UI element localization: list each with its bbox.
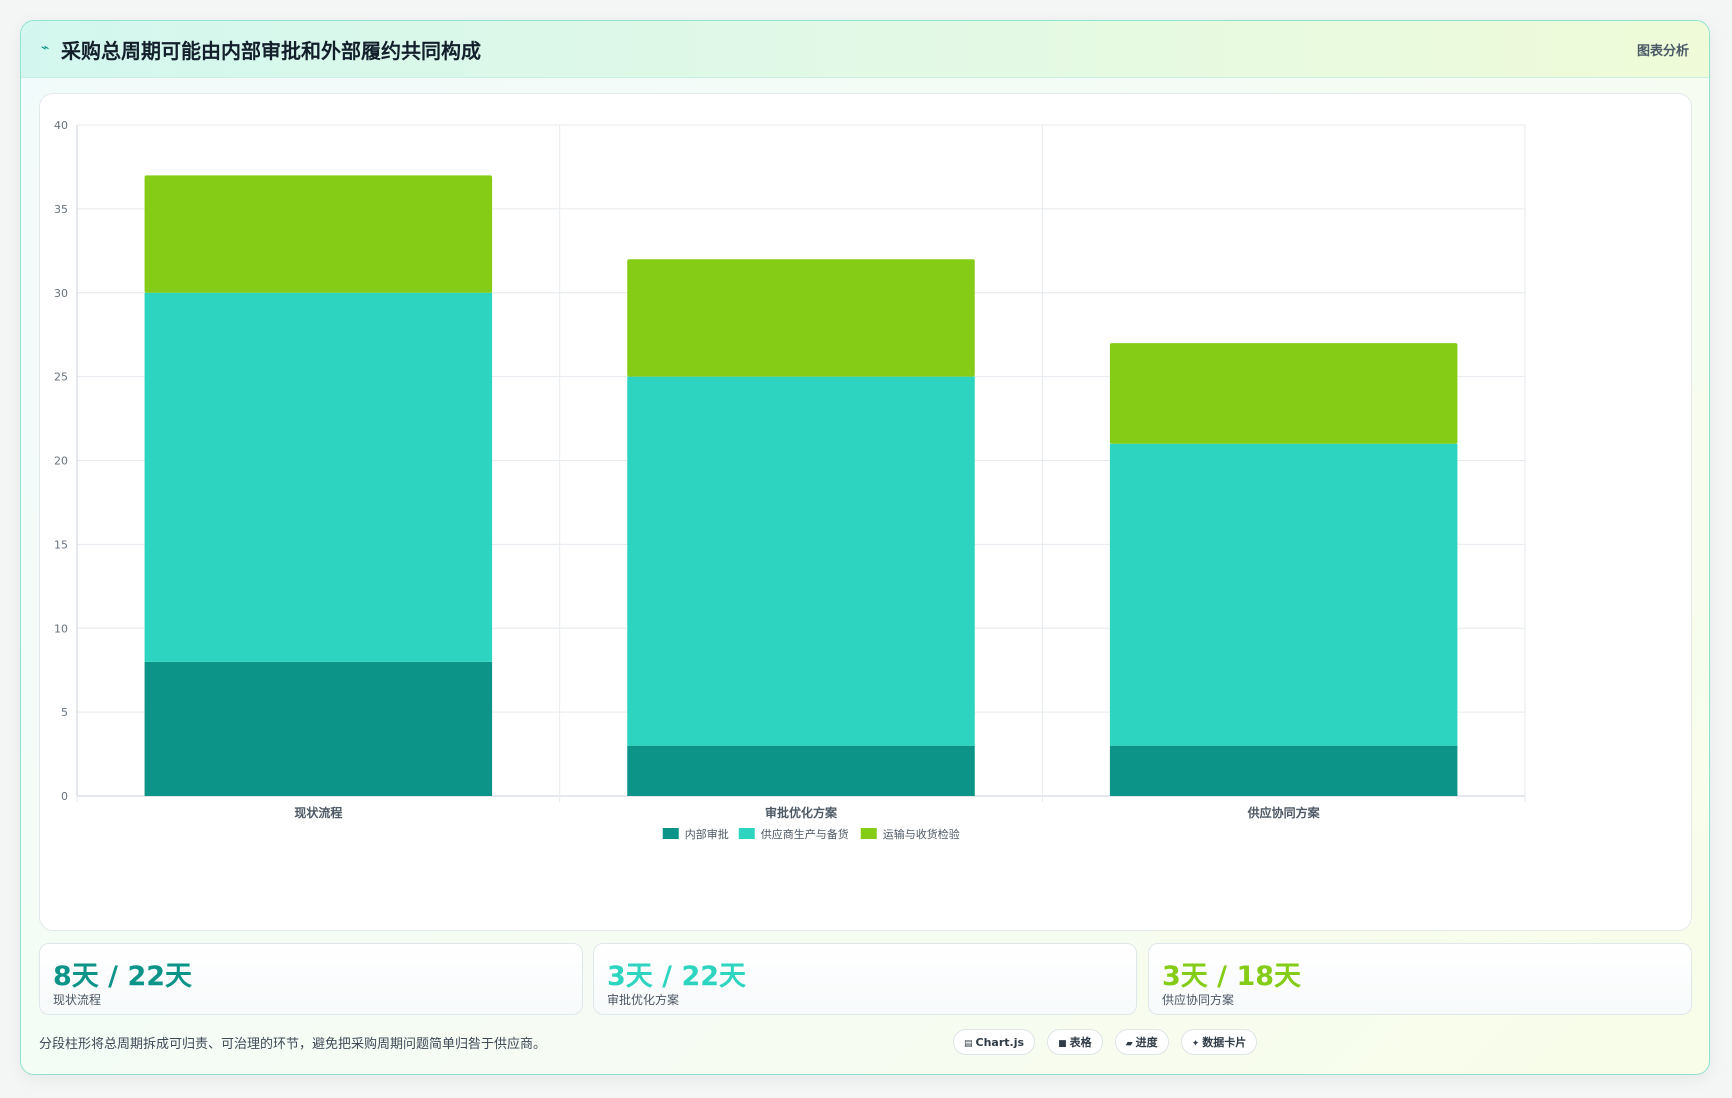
kpi-row: 8天 / 22天 现状流程 3天 / 22天 审批优化方案 3天 / 18天 供… [39,943,1692,1017]
footer-note: 分段柱形将总周期拆成可归责、可治理的环节，避免把采购周期问题简单归咎于供应商。 [39,1037,547,1052]
chart-analysis-tag[interactable]: 图表分析 [1636,44,1689,59]
y-tick-label: 40 [54,119,68,132]
bar-segment [1109,745,1458,796]
legend-swatch [738,828,755,839]
y-tick-label: 25 [54,371,68,384]
kpi-label: 审批优化方案 [607,993,680,1007]
legend-swatch [662,828,679,839]
kpi-value: 3天 / 22天 [607,961,747,992]
chart-panel: 0 5 10 15 20 25 30 35 40 现状流程 审批优化方案 供应协同方案内部审批 供应商生… [39,93,1692,931]
chip-data-cards[interactable]: ✦ 数据卡片 [1180,1029,1258,1055]
feature-chips: ▤ Chart.js ■ 表格 ▰ 进度 ✦ 数据卡片 [953,1029,1264,1057]
chart-line-icon: ⌁ [41,40,50,56]
kpi-value: 3天 / 18天 [1162,961,1302,992]
x-tick-label: 现状流程 [294,805,342,820]
y-tick-label: 20 [54,455,68,468]
legend-label: 供应商生产与备货 [761,827,849,841]
kpi-label: 现状流程 [53,993,102,1007]
bar-segment [1109,443,1458,746]
bar-segment [627,376,975,746]
progress-icon: ▰ [1125,1039,1133,1049]
bar-segment [627,745,975,796]
sparkle-icon: ✦ [1191,1039,1200,1049]
chip-table[interactable]: ■ 表格 [1047,1029,1103,1055]
x-tick-label: 审批优化方案 [765,805,838,820]
chip-chartjs[interactable]: ▤ Chart.js [953,1029,1036,1055]
bar-segment [144,175,493,293]
kpi-value: 8天 / 22天 [53,961,193,992]
bar-segment [1109,343,1458,444]
table-icon: ■ [1058,1039,1067,1049]
kpi-label: 供应协同方案 [1162,993,1235,1007]
kpi-card-current: 8天 / 22天 现状流程 [39,943,583,1015]
chart-icon: ▤ [964,1039,973,1049]
y-tick-label: 5 [61,706,68,719]
y-tick-label: 10 [54,622,68,635]
kpi-card-supply: 3天 / 18天 供应协同方案 [1148,943,1692,1015]
y-tick-label: 15 [54,538,68,551]
y-tick-label: 35 [54,203,68,216]
legend-label: 内部审批 [685,827,729,841]
y-tick-label: 0 [61,790,68,803]
kpi-card-approval: 3天 / 22天 审批优化方案 [593,943,1137,1015]
chart-card: ⌁ 采购总周期可能由内部审批和外部履约共同构成 图表分析 0 5 10 15 20 25 3… [20,20,1710,1075]
chip-progress[interactable]: ▰ 进度 [1114,1029,1169,1055]
card-header: ⌁ 采购总周期可能由内部审批和外部履约共同构成 图表分析 [21,21,1709,78]
chart-title: 采购总周期可能由内部审批和外部履约共同构成 [61,39,481,63]
bar-segment [144,292,493,662]
legend-label: 运输与收货检验 [883,827,960,841]
x-tick-label: 供应协同方案 [1247,805,1321,820]
legend-swatch [860,828,877,839]
y-tick-label: 30 [54,287,68,300]
bar-segment [144,661,493,796]
bar-segment [627,259,975,377]
